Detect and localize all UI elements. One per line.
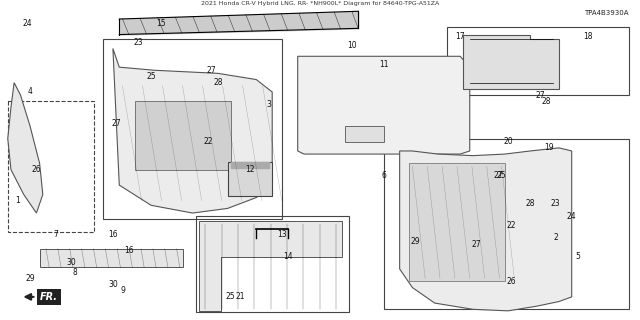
Text: 28: 28 — [541, 97, 551, 106]
Bar — [103, 39, 282, 219]
Text: 19: 19 — [545, 143, 554, 152]
Text: 6: 6 — [381, 171, 386, 180]
Text: 29: 29 — [25, 274, 35, 283]
Polygon shape — [228, 162, 272, 196]
Text: 15: 15 — [156, 19, 166, 28]
Text: 25: 25 — [226, 292, 236, 301]
Text: 5: 5 — [575, 252, 580, 261]
Text: 3: 3 — [267, 100, 271, 109]
Text: 16: 16 — [124, 246, 134, 255]
Polygon shape — [399, 148, 572, 311]
Bar — [447, 27, 629, 95]
Polygon shape — [113, 49, 272, 213]
Text: 4: 4 — [28, 87, 33, 97]
Polygon shape — [199, 221, 342, 311]
Text: 20: 20 — [503, 137, 513, 146]
Text: 22: 22 — [204, 137, 213, 146]
Bar — [196, 216, 349, 312]
Text: 27: 27 — [471, 240, 481, 249]
Polygon shape — [231, 162, 269, 168]
Text: 23: 23 — [551, 199, 561, 208]
Text: 21: 21 — [236, 292, 245, 301]
Text: 2: 2 — [554, 233, 558, 242]
Text: 27: 27 — [111, 118, 121, 128]
Text: 1: 1 — [15, 196, 20, 205]
Text: 11: 11 — [379, 60, 388, 68]
Text: 28: 28 — [525, 199, 535, 208]
Text: 24: 24 — [22, 19, 32, 28]
Text: 12: 12 — [245, 165, 255, 174]
Title: 2021 Honda CR-V Hybrid LNG, RR- *NH900L* Diagram for 84640-TPG-A51ZA: 2021 Honda CR-V Hybrid LNG, RR- *NH900L*… — [201, 1, 439, 6]
Text: 28: 28 — [213, 78, 223, 87]
Polygon shape — [346, 126, 384, 142]
Text: TPA4B3930A: TPA4B3930A — [584, 10, 629, 16]
Text: 25: 25 — [147, 72, 156, 81]
Text: 16: 16 — [108, 230, 118, 239]
Text: 18: 18 — [583, 32, 593, 41]
Text: 30: 30 — [108, 280, 118, 289]
Text: 17: 17 — [456, 32, 465, 41]
Text: 27: 27 — [535, 91, 545, 100]
Bar — [8, 101, 94, 232]
Polygon shape — [40, 249, 183, 268]
Text: 26: 26 — [506, 277, 516, 286]
Polygon shape — [135, 101, 231, 170]
Text: 27: 27 — [207, 66, 216, 75]
Text: 26: 26 — [31, 165, 41, 174]
Text: 25: 25 — [497, 171, 506, 180]
Polygon shape — [8, 83, 43, 213]
Text: 9: 9 — [120, 286, 125, 295]
Text: 24: 24 — [567, 212, 577, 221]
Text: 14: 14 — [284, 252, 293, 261]
Polygon shape — [463, 35, 559, 89]
Text: 13: 13 — [277, 230, 287, 239]
Text: 8: 8 — [72, 268, 77, 276]
Polygon shape — [409, 164, 505, 281]
Text: 23: 23 — [134, 38, 143, 47]
Text: 7: 7 — [53, 230, 58, 239]
Text: FR.: FR. — [40, 292, 58, 302]
Text: 29: 29 — [411, 236, 420, 245]
Text: 30: 30 — [67, 258, 76, 267]
Bar — [384, 139, 629, 309]
Text: 27: 27 — [493, 171, 503, 180]
Text: 10: 10 — [347, 41, 356, 50]
Text: 22: 22 — [506, 221, 516, 230]
Polygon shape — [298, 56, 470, 154]
